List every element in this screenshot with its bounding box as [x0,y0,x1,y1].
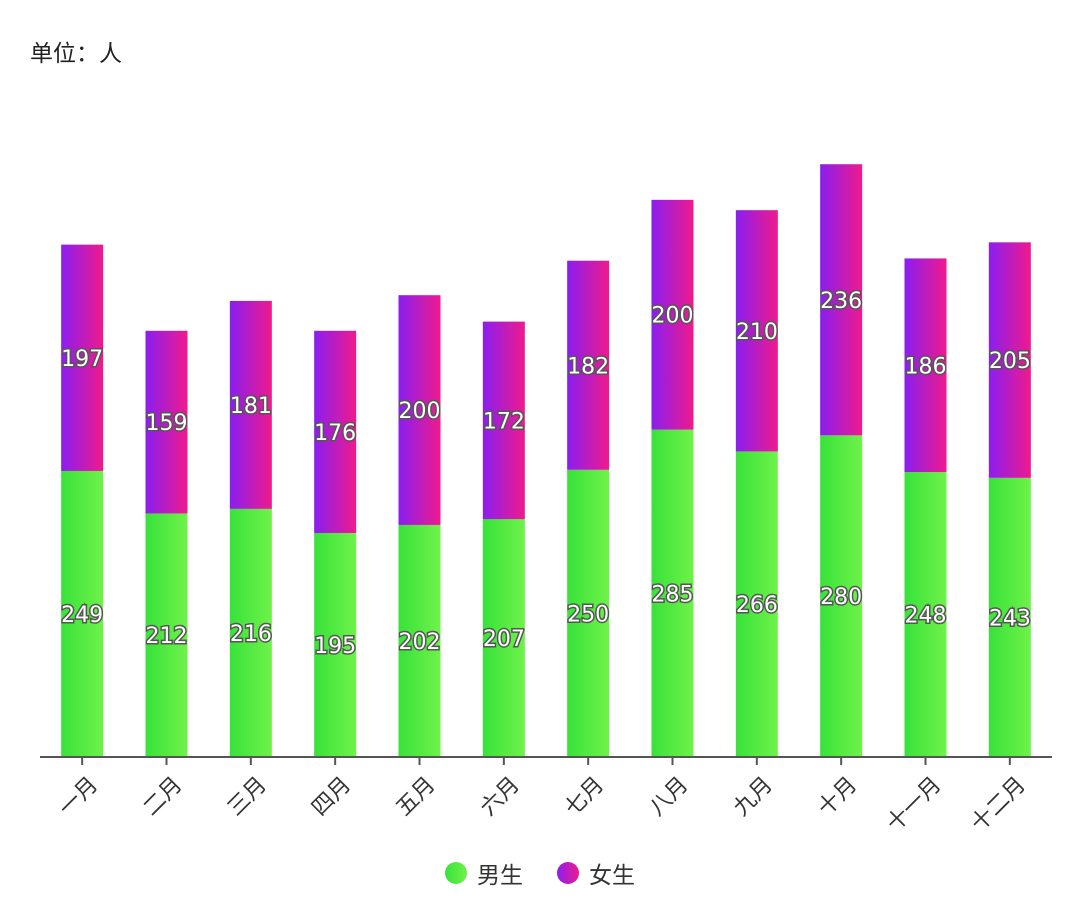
data-label-female-12: 205 [989,349,1031,374]
data-label-female-8: 200 [652,304,694,329]
bar-female-2[interactable] [145,330,188,514]
legend-item-female[interactable]: 女生 [557,856,635,890]
data-label-male-5: 202 [399,630,441,655]
bar-female-11[interactable] [904,258,947,473]
legend-male-swatch-icon [445,862,467,884]
bar-female-4[interactable] [314,330,357,533]
bar-female-1[interactable] [61,244,104,471]
x-tick-label-5: 五月 [392,772,441,821]
legend: 男生 女生 [0,856,1080,890]
bar-male-9[interactable] [735,451,778,757]
data-label-female-2: 159 [146,411,188,436]
data-label-male-1: 249 [61,603,103,628]
data-label-female-4: 176 [314,421,356,446]
x-tick-label-3: 三月 [223,772,272,821]
bar-male-2[interactable] [145,513,188,757]
legend-female-label: 女生 [589,863,635,889]
bar-male-10[interactable] [820,435,863,757]
data-label-male-11: 248 [905,604,947,629]
data-label-female-9: 210 [736,320,778,345]
bar-female-8[interactable] [651,199,694,430]
x-tick-label-2: 二月 [139,772,188,821]
x-tick-label-4: 四月 [307,772,356,821]
bar-male-1[interactable] [61,470,104,757]
data-label-female-6: 172 [483,409,525,434]
bar-male-3[interactable] [229,508,272,757]
data-label-female-1: 197 [61,347,103,372]
bar-female-12[interactable] [988,242,1031,478]
data-label-male-10: 280 [820,585,862,610]
x-tick-label-8: 八月 [645,772,694,821]
data-label-female-3: 181 [230,394,272,419]
x-tick-label-6: 六月 [476,772,525,821]
data-label-female-11: 186 [905,354,947,379]
bar-male-7[interactable] [567,469,610,757]
bar-female-6[interactable] [482,321,525,520]
legend-male-label: 男生 [477,863,523,889]
bar-female-10[interactable] [820,164,863,436]
data-label-male-6: 207 [483,627,525,652]
bar-male-5[interactable] [398,524,441,757]
unit-label: 单位：人 [30,41,122,67]
data-label-female-7: 182 [567,354,609,379]
x-tick-label-11: 十一月 [882,772,946,836]
data-label-male-9: 266 [736,593,778,618]
data-label-female-5: 200 [399,399,441,424]
data-label-male-12: 243 [989,606,1031,631]
bar-female-3[interactable] [229,300,272,509]
bar-male-8[interactable] [651,429,694,757]
x-tick-label-9: 九月 [729,772,778,821]
data-label-male-8: 285 [652,582,694,607]
bar-female-7[interactable] [567,260,610,470]
data-label-male-4: 195 [314,634,356,659]
bar-female-9[interactable] [735,210,778,452]
data-label-male-3: 216 [230,622,272,647]
bar-male-11[interactable] [904,472,947,757]
bar-male-4[interactable] [314,532,357,757]
data-label-male-7: 250 [567,602,609,627]
bar-male-6[interactable] [482,519,525,757]
legend-item-male[interactable]: 男生 [445,856,523,890]
legend-female-swatch-icon [557,862,579,884]
data-label-male-2: 212 [146,624,188,649]
bar-male-12[interactable] [988,477,1031,757]
x-tick-label-1: 一月 [54,772,103,821]
x-tick-label-7: 七月 [560,772,609,821]
bar-female-5[interactable] [398,295,441,525]
x-tick-label-10: 十月 [813,772,862,821]
x-tick-label-12: 十二月 [966,772,1030,836]
data-label-female-10: 236 [820,289,862,314]
